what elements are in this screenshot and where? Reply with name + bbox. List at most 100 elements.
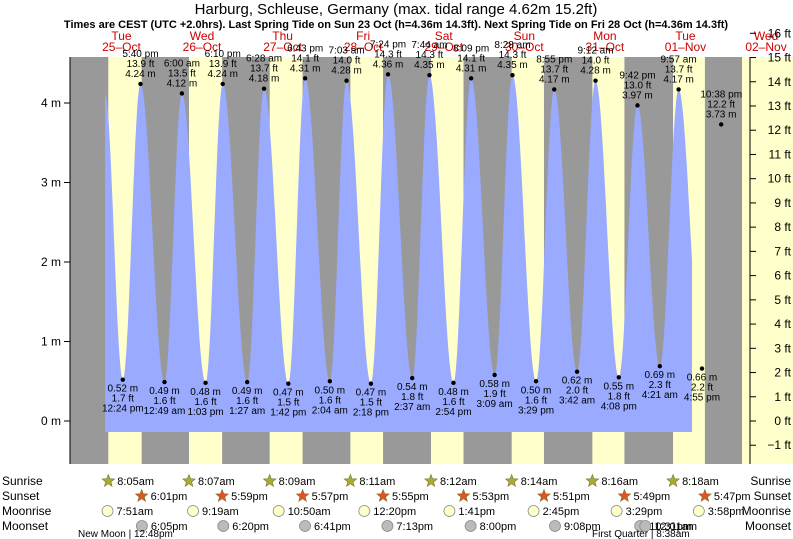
- row-label-right-moonset: Moonset: [745, 519, 792, 533]
- moonset-icon: [639, 520, 652, 532]
- low-tide-time: 4:08 pm: [601, 401, 637, 412]
- y-tick-label-ft: 12 ft: [768, 123, 792, 137]
- moonrise-time: 9:19am: [202, 506, 239, 518]
- high-tide-m: 4.17 m: [663, 74, 694, 85]
- moonset-time: 9:08pm: [564, 521, 601, 533]
- moon-phase-new: New Moon | 12:48pm: [78, 529, 173, 539]
- row-label-left-moonset: Moonset: [2, 519, 49, 533]
- day-name-label: Wed: [754, 29, 778, 43]
- high-tide-time: 9:12 am: [577, 46, 613, 57]
- tide-curve: [105, 74, 693, 432]
- sunrise-icon: [343, 473, 358, 487]
- low-tide-time: 2:18 pm: [353, 408, 389, 419]
- y-tick-label-m: 4 m: [41, 96, 61, 110]
- y-tick-label-ft: 0 ft: [774, 414, 791, 428]
- sunset-time: 5:59pm: [231, 491, 268, 503]
- low-tide-ft: 2.2 ft: [691, 383, 713, 394]
- high-tide-time: 7:03 am: [328, 46, 364, 57]
- sunset-time: 5:55pm: [392, 491, 429, 503]
- low-tide-time: 12:49 am: [144, 406, 186, 417]
- moonrise-time: 3:29pm: [626, 506, 663, 518]
- low-tide-time: 4:55 pm: [684, 393, 720, 404]
- high-tide-ft: 13.9 ft: [127, 59, 155, 70]
- low-tide-ft: 1.7 ft: [112, 394, 134, 405]
- moonrise-time: 10:50am: [288, 506, 331, 518]
- high-tide-m: 4.12 m: [167, 78, 198, 89]
- high-tide-m: 4.24 m: [207, 69, 238, 80]
- sunrise-icon: [182, 473, 196, 487]
- low-tide-point: [162, 379, 167, 385]
- low-tide-time: 4:21 am: [642, 390, 678, 401]
- high-tide-m: 3.97 m: [622, 90, 653, 101]
- low-tide-point: [286, 381, 291, 386]
- moonset-icon: [217, 520, 230, 532]
- day-date-label: 28–Oct: [344, 40, 383, 54]
- day-date-label: 31–Oct: [586, 40, 625, 54]
- high-tide-m: 4.35 m: [414, 60, 445, 71]
- low-tide-time: 1:03 pm: [187, 407, 223, 418]
- y-tick-label-ft: 4 ft: [774, 317, 791, 331]
- high-tide-ft: 14.1 ft: [457, 53, 485, 64]
- high-tide-ft: 14.1 ft: [291, 53, 319, 64]
- moonset-icon: [381, 520, 394, 532]
- moonrise-icon: [610, 505, 623, 517]
- row-label-right-sunset: Sunset: [754, 489, 792, 503]
- high-tide-point: [344, 78, 349, 83]
- moonrise-time: 3:58pm: [708, 506, 745, 518]
- high-tide-point: [552, 87, 557, 92]
- low-tide-ft: 1.6 ft: [442, 397, 464, 408]
- day-name-label: Mon: [593, 29, 616, 43]
- low-tide-point: [574, 369, 580, 374]
- sunrise-time: 8:11am: [359, 476, 395, 488]
- day-name-label: Tue: [111, 29, 132, 43]
- chart-title: Harburg, Schleuse, Germany (max. tidal r…: [195, 1, 598, 18]
- low-tide-ft: 2.3 ft: [649, 380, 671, 391]
- low-tide-m: 0.66 m: [687, 373, 718, 384]
- row-label-left-sunset: Sunset: [2, 489, 40, 503]
- sunrise-icon: [585, 473, 600, 487]
- y-tick-label-m: 2 m: [41, 255, 61, 269]
- high-tide-ft: 13.7 ft: [540, 64, 568, 75]
- high-tide-point: [138, 81, 143, 87]
- low-tide-ft: 1.5 ft: [277, 398, 299, 409]
- high-tide-ft: 14.0 ft: [333, 56, 361, 67]
- high-tide-ft: 13.9 ft: [209, 59, 237, 70]
- high-tide-time: 7:24 pm: [370, 39, 406, 50]
- day-name-label: Fri: [356, 29, 370, 43]
- high-tide-ft: 14.3 ft: [374, 49, 402, 60]
- high-tide-point: [385, 72, 391, 77]
- y-tick-label-m: 1 m: [41, 335, 61, 349]
- low-tide-point: [616, 375, 621, 380]
- low-tide-ft: 2.0 ft: [566, 386, 588, 397]
- moonset-time: 6:05pm: [151, 521, 188, 533]
- high-tide-m: 4.31 m: [290, 63, 321, 74]
- high-tide-point: [468, 76, 474, 81]
- high-tide-m: 4.28 m: [331, 66, 362, 77]
- low-tide-m: 0.47 m: [356, 388, 387, 399]
- low-tide-time: 3:09 am: [477, 399, 513, 410]
- sunset-time: 5:57pm: [312, 491, 349, 503]
- day-date-label: 30–Oct: [505, 40, 544, 54]
- high-tide-time: 6:00 am: [164, 58, 200, 69]
- low-tide-time: 1:42 pm: [270, 408, 306, 419]
- high-tide-point: [510, 72, 515, 78]
- sunset-icon: [456, 488, 471, 502]
- low-tide-m: 0.49 m: [149, 386, 180, 397]
- moonset-time: 7:13pm: [396, 521, 433, 533]
- low-tide-ft: 1.6 ft: [194, 397, 216, 408]
- high-tide-point: [718, 122, 724, 127]
- sunset-icon: [215, 488, 230, 502]
- low-tide-ft: 1.6 ft: [525, 395, 547, 406]
- y-tick-label-ft: 11 ft: [769, 147, 792, 161]
- low-tide-m: 0.52 m: [108, 384, 139, 395]
- low-tide-time: 3:29 pm: [518, 405, 554, 416]
- day-date-label: 02–Nov: [745, 40, 786, 54]
- moonset-icon: [464, 520, 477, 532]
- high-tide-point: [635, 103, 640, 108]
- low-tide-m: 0.48 m: [438, 387, 469, 398]
- sunset-icon: [537, 488, 551, 502]
- high-tide-time: 7:44 am: [411, 40, 447, 51]
- low-tide-ft: 1.8 ft: [401, 392, 423, 403]
- low-tide-time: 12:24 pm: [102, 404, 144, 415]
